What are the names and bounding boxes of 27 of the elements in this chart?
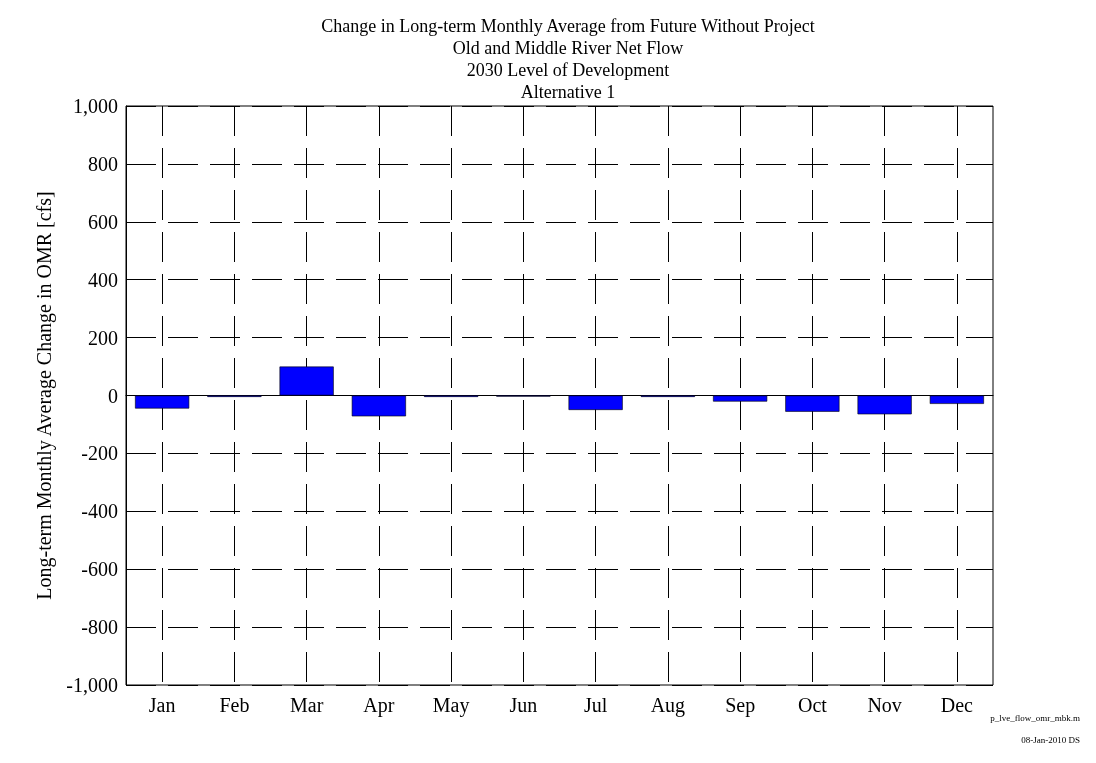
x-tick-label: Apr (363, 694, 395, 717)
y-axis-title: Long-term Monthly Average Change in OMR [cfs] (33, 191, 56, 600)
text: p_lve_flow_omr_mbk.m (990, 712, 1081, 723)
y-tick-label: -1,000 (66, 674, 118, 696)
x-tick-label: Nov (867, 694, 902, 716)
y-tick-label: 1,000 (73, 95, 118, 117)
x-tick-label: Jan (148, 694, 176, 716)
y-tick-label: 400 (88, 268, 118, 291)
text: 08-Jan-2010 DS (1021, 734, 1080, 745)
x-tick-label: Aug (650, 694, 686, 717)
x-tick-label: Jun (509, 694, 538, 716)
x-tick-label: May (432, 694, 470, 717)
y-tick-label: 600 (88, 210, 118, 233)
x-tick-label: Mar (289, 694, 324, 716)
y-tick-label: -600 (81, 558, 118, 581)
y-tick-label: 800 (88, 152, 118, 175)
y-tick-label: 200 (88, 326, 118, 349)
y-tick-label: -200 (81, 442, 118, 465)
y-tick-label: -800 (81, 616, 118, 639)
chart-title: Change in Long-term Monthly Average from Future Without Project Old and Middle River Net Flow 2030 Level of Development Alternative 1 (321, 16, 815, 102)
x-tick-label: Sep (725, 694, 756, 717)
x-tick-label: Jul (583, 694, 608, 716)
x-tick-label: Feb (219, 694, 250, 716)
y-tick-label: 0 (108, 384, 118, 407)
x-tick-label: Oct (797, 694, 828, 716)
y-tick-label: -400 (81, 500, 118, 523)
x-tick-label: Dec (940, 694, 974, 716)
